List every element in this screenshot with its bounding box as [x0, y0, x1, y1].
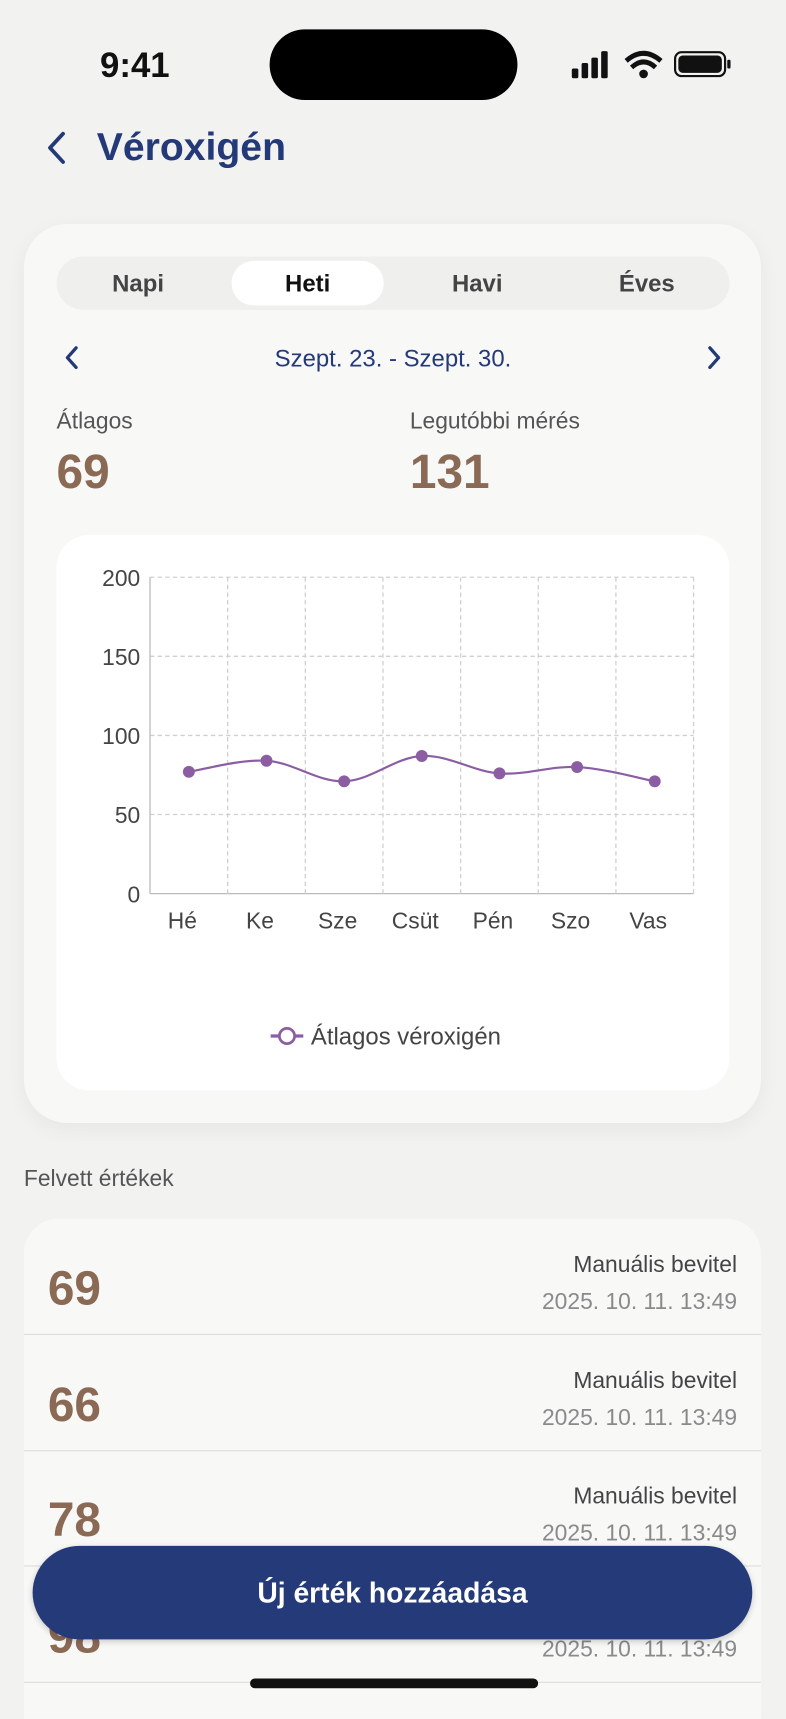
- page-title: Véroxigén: [96, 123, 286, 169]
- prev-week[interactable]: [59, 341, 85, 374]
- section-title: Felvett értékek: [23, 1166, 174, 1192]
- data-point: [338, 775, 351, 788]
- x-tick-label: Szo: [551, 907, 590, 933]
- add-button-label: Új érték hozzáadása: [257, 1576, 528, 1609]
- tab[interactable]: Éves: [618, 269, 675, 297]
- record-value: 66: [47, 1377, 102, 1432]
- y-tick-label: 100: [102, 723, 140, 749]
- record-value: 69: [47, 1262, 102, 1316]
- record-row[interactable]: 66 Manuális bevitel 2025. 10. 11. 13:49: [23, 1334, 761, 1451]
- y-tick-label: 200: [102, 565, 140, 591]
- data-point: [493, 767, 506, 780]
- data-point: [648, 775, 661, 788]
- average-value: 69: [56, 445, 110, 499]
- date-range: Szept. 23. - Szept. 30.: [274, 344, 512, 372]
- tab[interactable]: Havi: [451, 269, 503, 297]
- record-value: 78: [47, 1493, 102, 1547]
- y-tick-label: 0: [128, 881, 141, 907]
- x-tick-label: Ke: [246, 907, 274, 933]
- back-button[interactable]: [41, 128, 74, 167]
- data-point: [260, 754, 273, 767]
- legend-label: Átlagos véroxigén: [311, 1024, 501, 1051]
- legend-marker: [278, 1027, 296, 1045]
- record-date: 2025. 10. 11. 13:49: [541, 1405, 738, 1431]
- y-tick-label: 50: [115, 802, 140, 828]
- tab-bar: [56, 256, 730, 310]
- x-tick-label: Csüt: [392, 907, 440, 933]
- home-indicator: [250, 1678, 539, 1689]
- data-point: [182, 765, 195, 778]
- data-point: [415, 750, 428, 762]
- active-tab: [231, 260, 384, 306]
- record-date: 2025. 10. 11. 13:49: [541, 1520, 738, 1546]
- add-button[interactable]: Új érték hozzáadása: [32, 1545, 753, 1640]
- x-tick-label: Sze: [318, 907, 357, 933]
- record-row[interactable]: 69 Manuális bevitel 2025. 10. 11. 13:49: [23, 1219, 761, 1335]
- record-source: Manuális bevitel: [573, 1368, 738, 1394]
- next-week[interactable]: [701, 341, 727, 374]
- record-row[interactable]: 78 Manuális bevitel 2025. 10. 11. 13:49: [23, 1450, 761, 1567]
- latest-label: Legutóbbi mérés: [409, 408, 580, 434]
- status-time: 9:41: [100, 45, 170, 85]
- latest-value: 131: [409, 445, 490, 499]
- chart: 0 50 100 150 200 Hé Ke Sze Csüt Pén Szo Vas Átlagos …: [102, 565, 695, 1051]
- y-tick-label: 150: [102, 644, 140, 670]
- tab[interactable]: Heti: [285, 269, 331, 297]
- record-source: Manuális bevitel: [573, 1483, 738, 1509]
- records-list: 69 Manuális bevitel 2025. 10. 11. 13:49 66 M…: [23, 1218, 761, 1719]
- dynamic-island: [269, 29, 518, 101]
- x-tick-label: Hé: [168, 907, 197, 933]
- tab[interactable]: Napi: [112, 269, 164, 297]
- status-icons: [571, 50, 731, 79]
- chart-panel: [56, 534, 730, 1091]
- record-date: 2025. 10. 11. 13:49: [541, 1636, 738, 1662]
- average-label: Átlagos: [56, 408, 133, 434]
- data-point: [571, 761, 584, 774]
- record-date: 2025. 10. 11. 13:49: [541, 1289, 738, 1315]
- x-tick-label: Pén: [473, 907, 514, 933]
- record-source: Manuális bevitel: [573, 1252, 738, 1278]
- x-tick-label: Vas: [629, 907, 667, 933]
